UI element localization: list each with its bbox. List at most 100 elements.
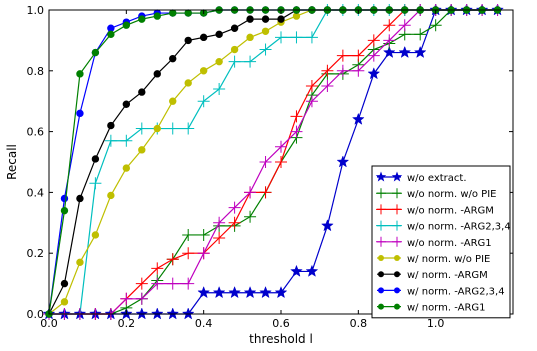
legend-label: w/o norm. -ARGM (407, 205, 494, 216)
data-point (150, 307, 164, 320)
data-point (60, 298, 69, 306)
data-point (184, 36, 192, 45)
data-point (246, 33, 254, 42)
legend-label: w/o norm. -ARG2,3,4 (407, 222, 511, 233)
data-point (261, 15, 270, 23)
data-point (169, 54, 177, 63)
data-point (213, 83, 226, 96)
data-point (290, 125, 303, 138)
data-point (367, 49, 380, 62)
data-point (275, 31, 287, 44)
data-point (138, 88, 146, 96)
legend-entry: w/ norm. -ARG1 (377, 303, 486, 314)
data-point (215, 30, 223, 39)
legend-label: w/o norm. w/o PIE (407, 189, 496, 200)
data-point (259, 286, 272, 299)
data-point (197, 247, 210, 260)
data-point (135, 307, 149, 320)
data-point (215, 57, 223, 66)
legend-entry: w/o norm. -ARG2,3,4 (376, 220, 511, 233)
data-point (91, 48, 100, 57)
x-tick-label: 0.4 (195, 317, 213, 330)
legend-marker (394, 271, 400, 278)
data-point (138, 15, 146, 23)
data-point (120, 292, 133, 305)
data-point (230, 24, 239, 32)
data-point (305, 95, 318, 108)
legend-marker (394, 303, 400, 310)
data-point (182, 228, 195, 241)
data-point (228, 286, 241, 299)
data-point (213, 232, 226, 244)
data-point (228, 201, 241, 214)
legend-marker (376, 220, 386, 231)
data-point (182, 277, 195, 290)
data-point (122, 21, 131, 29)
legend-label: w/o norm. -ARG1 (407, 238, 492, 249)
data-point (89, 177, 102, 190)
data-point (120, 134, 133, 147)
data-point (367, 67, 381, 80)
data-point (261, 27, 270, 35)
data-point (60, 194, 69, 203)
data-point (182, 122, 195, 135)
data-point (321, 80, 334, 92)
data-point (244, 55, 257, 68)
y-tick-label: 0.0 (27, 308, 45, 321)
data-point (135, 277, 148, 290)
data-point (76, 258, 84, 267)
legend: w/o extract. w/o norm. w/o PIE w/o norm. -… (371, 165, 511, 319)
data-point (107, 121, 115, 130)
data-point (91, 231, 100, 239)
data-point (166, 277, 179, 290)
data-point (76, 109, 84, 118)
data-point (135, 292, 148, 305)
data-point (60, 206, 69, 215)
y-axis-label: Recall (5, 144, 19, 180)
legend-marker (394, 287, 400, 294)
data-point (153, 124, 161, 133)
x-tick-label: 1.0 (427, 317, 445, 330)
data-point (182, 247, 195, 260)
data-point (199, 67, 208, 75)
data-point (122, 164, 131, 172)
data-point (169, 9, 177, 17)
data-point (305, 264, 319, 277)
data-point (197, 228, 210, 241)
legend-marker (392, 236, 402, 247)
legend-marker (378, 287, 384, 294)
y-tick-label: 0.6 (27, 126, 45, 139)
data-point (321, 64, 334, 77)
legend-marker (375, 171, 387, 182)
data-point (290, 264, 303, 277)
data-point (259, 186, 272, 199)
data-point (181, 307, 195, 320)
data-point (259, 156, 272, 168)
data-point (213, 216, 226, 229)
data-point (275, 156, 287, 168)
y-tick-label: 0.4 (27, 186, 45, 199)
data-point (274, 286, 288, 299)
axes: 0.0 0.2 0.4 0.6 0.8 1.0 0.0 0.2 0.4 0.6 0.8 1.0 (27, 4, 514, 330)
data-point (104, 134, 117, 147)
y-tick-label: 0.8 (27, 65, 45, 78)
data-point (351, 112, 365, 125)
data-point (398, 45, 412, 58)
data-point (275, 140, 287, 153)
data-point (138, 146, 146, 154)
data-point (60, 279, 69, 288)
legend-marker (376, 188, 386, 199)
data-point (290, 31, 303, 44)
x-tick-label: 0.0 (40, 317, 58, 330)
x-tick-label: 0.2 (118, 317, 136, 330)
data-point (122, 100, 131, 108)
legend-entry: w/ norm. w/o PIE (377, 254, 490, 265)
data-point (151, 277, 164, 290)
data-point (166, 122, 179, 135)
data-point (153, 70, 161, 78)
legend-entry: w/ norm. -ARGM (377, 270, 488, 281)
data-point (383, 34, 396, 47)
data-point (91, 155, 100, 163)
data-point (76, 70, 84, 78)
